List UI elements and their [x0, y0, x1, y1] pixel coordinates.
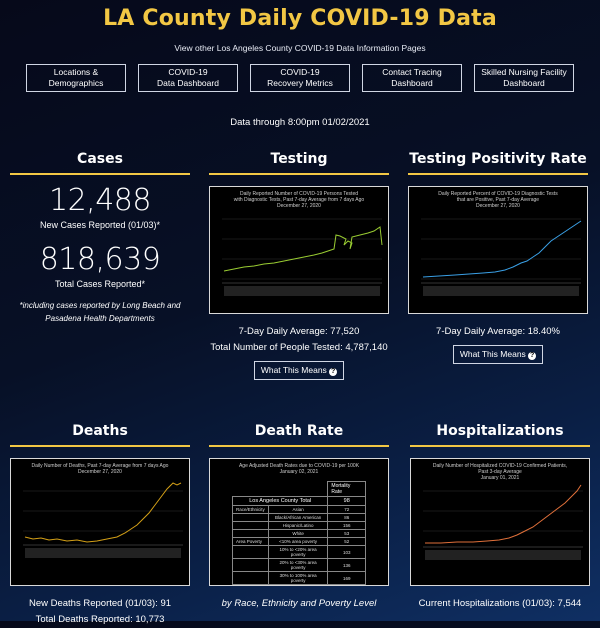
hospitalizations-heading: Hospitalizations: [436, 423, 564, 439]
positivity-avg: 7-Day Daily Average: 18.40%: [436, 326, 560, 337]
row-label: <10% area poverty: [267, 537, 329, 546]
positivity-heading: Testing Positivity Rate: [409, 151, 587, 167]
mortality-rate-header: Mortality Rate: [327, 481, 366, 497]
row-value: 86: [327, 513, 366, 522]
hospitalizations-chart-plot: [423, 484, 583, 560]
row-value: 72: [327, 505, 366, 514]
row-group: [232, 558, 269, 572]
nav-recovery-metrics-button[interactable]: COVID-19 Recovery Metrics: [250, 64, 350, 92]
nav-bar: Locations & Demographics COVID-19 Data D…: [26, 64, 574, 92]
row-label: Hispanic/Latino: [267, 521, 329, 530]
cases-heading: Cases: [77, 151, 123, 167]
row-group: [232, 521, 269, 530]
question-circle-icon: ?: [528, 352, 537, 360]
testing-total: Total Number of People Tested: 4,787,140: [210, 342, 388, 353]
hospitalizations-section: Hospitalizations Daily Number of Hospita…: [410, 423, 590, 612]
row-value: 169: [327, 571, 366, 585]
row-group: [232, 545, 269, 559]
table-row: Area Poverty <10% area poverty 52: [232, 537, 366, 546]
nav-data-dashboard-button[interactable]: COVID-19 Data Dashboard: [138, 64, 238, 92]
row-group: [232, 571, 269, 585]
nav-contact-tracing-button[interactable]: Contact Tracing Dashboard: [362, 64, 462, 92]
nav-locations-demographics-button[interactable]: Locations & Demographics: [26, 64, 126, 92]
data-through-label: Data through 8:00pm 01/02/2021: [230, 117, 370, 128]
row-group: Race/Ethnicity: [232, 505, 269, 514]
hospitalizations-divider: [410, 445, 590, 447]
page-subtitle: View other Los Angeles County COVID-19 D…: [174, 43, 426, 53]
testing-section: Testing Daily Reported Number of COVID-1…: [209, 151, 389, 380]
positivity-what-this-means-button[interactable]: What This Means ?: [452, 345, 544, 364]
deaths-section: Deaths Daily Number of Deaths, Past 7-da…: [10, 423, 190, 628]
positivity-chart-title: Daily Reported Percent of COVID-19 Diagn…: [438, 191, 558, 209]
total-cases-label: Total Cases Reported*: [54, 279, 146, 289]
table-row: White 53: [232, 529, 366, 538]
table-row: Black/African American 86: [232, 513, 366, 522]
death-rate-chart-title: Age Adjusted Death Rates due to COVID-19…: [238, 463, 360, 475]
positivity-chart[interactable]: Daily Reported Percent of COVID-19 Diagn…: [408, 186, 588, 314]
testing-chart-title: Daily Reported Number of COVID-19 Person…: [233, 191, 365, 209]
question-circle-icon: ?: [329, 368, 338, 376]
row-group: Area Poverty: [232, 537, 269, 546]
testing-divider: [209, 173, 389, 175]
deaths-chart-plot: [23, 482, 183, 558]
total-deaths: Total Deaths Reported: 10,773: [35, 614, 165, 625]
row-group: [232, 529, 269, 538]
cases-section: Cases 12,488 New Cases Reported (01/03)*…: [10, 151, 190, 325]
row-label: 20% to <30% area poverty: [267, 558, 329, 572]
row-label: Black/African American: [267, 513, 329, 522]
row-group: [232, 513, 269, 522]
current-hospitalizations: Current Hospitalizations (01/03): 7,544: [418, 598, 582, 609]
testing-chart[interactable]: Daily Reported Number of COVID-19 Person…: [209, 186, 389, 314]
deaths-chart-title: Daily Number of Deaths, Past 7-day Avera…: [31, 463, 169, 475]
testing-chart-plot: [222, 218, 383, 296]
table-row: 10% to <20% area poverty 103: [232, 545, 366, 559]
deaths-divider: [10, 445, 190, 447]
total-cases-value: 818,639: [39, 242, 161, 277]
hospitalizations-chart-title: Daily Number of Hospitalized COVID-19 Co…: [432, 463, 568, 481]
table-row: Hispanic/Latino 156: [232, 521, 366, 530]
testing-heading: Testing: [270, 151, 328, 167]
positivity-divider: [408, 173, 588, 175]
death-rate-chart[interactable]: Age Adjusted Death Rates due to COVID-19…: [209, 458, 389, 586]
row-value: 103: [327, 545, 366, 559]
death-rate-divider: [209, 445, 389, 447]
death-rate-section: Death Rate Age Adjusted Death Rates due …: [209, 423, 389, 612]
table-row: Race/Ethnicity Asian 72: [232, 505, 366, 514]
death-rate-table: Mortality Rate Los Angeles County Total …: [231, 481, 366, 585]
new-cases-label: New Cases Reported (01/03)*: [39, 220, 161, 230]
hospitalizations-chart[interactable]: Daily Number of Hospitalized COVID-19 Co…: [410, 458, 590, 586]
testing-avg: 7-Day Daily Average: 77,520: [238, 326, 360, 337]
new-cases-value: 12,488: [49, 183, 151, 218]
death-rate-caption: by Race, Ethnicity and Poverty Level: [221, 598, 377, 609]
deaths-chart[interactable]: Daily Number of Deaths, Past 7-day Avera…: [10, 458, 190, 586]
row-label: 10% to <20% area poverty: [267, 545, 329, 559]
row-value: 136: [327, 558, 366, 572]
nav-skilled-nursing-button[interactable]: Skilled Nursing Facility Dashboard: [474, 64, 574, 92]
page-title: LA County Daily COVID-19 Data: [103, 6, 497, 31]
testing-button-label: What This Means: [260, 365, 327, 375]
table-row: 30% to 100% area poverty 169: [232, 571, 366, 585]
row-label: Asian: [267, 505, 329, 514]
positivity-section: Testing Positivity Rate Daily Reported P…: [408, 151, 588, 364]
row-value: 156: [327, 521, 366, 530]
row-label: White: [267, 529, 329, 538]
cases-divider: [10, 173, 190, 175]
table-row: 20% to <30% area poverty 136: [232, 558, 366, 572]
row-label: 30% to 100% area poverty: [267, 571, 329, 585]
positivity-chart-plot: [421, 218, 582, 296]
positivity-button-label: What This Means: [459, 349, 526, 359]
county-total-label: Los Angeles County Total: [231, 496, 329, 506]
death-rate-heading: Death Rate: [254, 423, 344, 439]
row-value: 52: [327, 537, 366, 546]
county-total-value: 98: [327, 496, 366, 506]
deaths-heading: Deaths: [72, 423, 128, 439]
cases-footnote: *including cases reported by Long Beach …: [19, 301, 181, 323]
row-value: 53: [327, 529, 366, 538]
testing-what-this-means-button[interactable]: What This Means ?: [253, 361, 345, 380]
new-deaths: New Deaths Reported (01/03): 91: [28, 598, 172, 609]
